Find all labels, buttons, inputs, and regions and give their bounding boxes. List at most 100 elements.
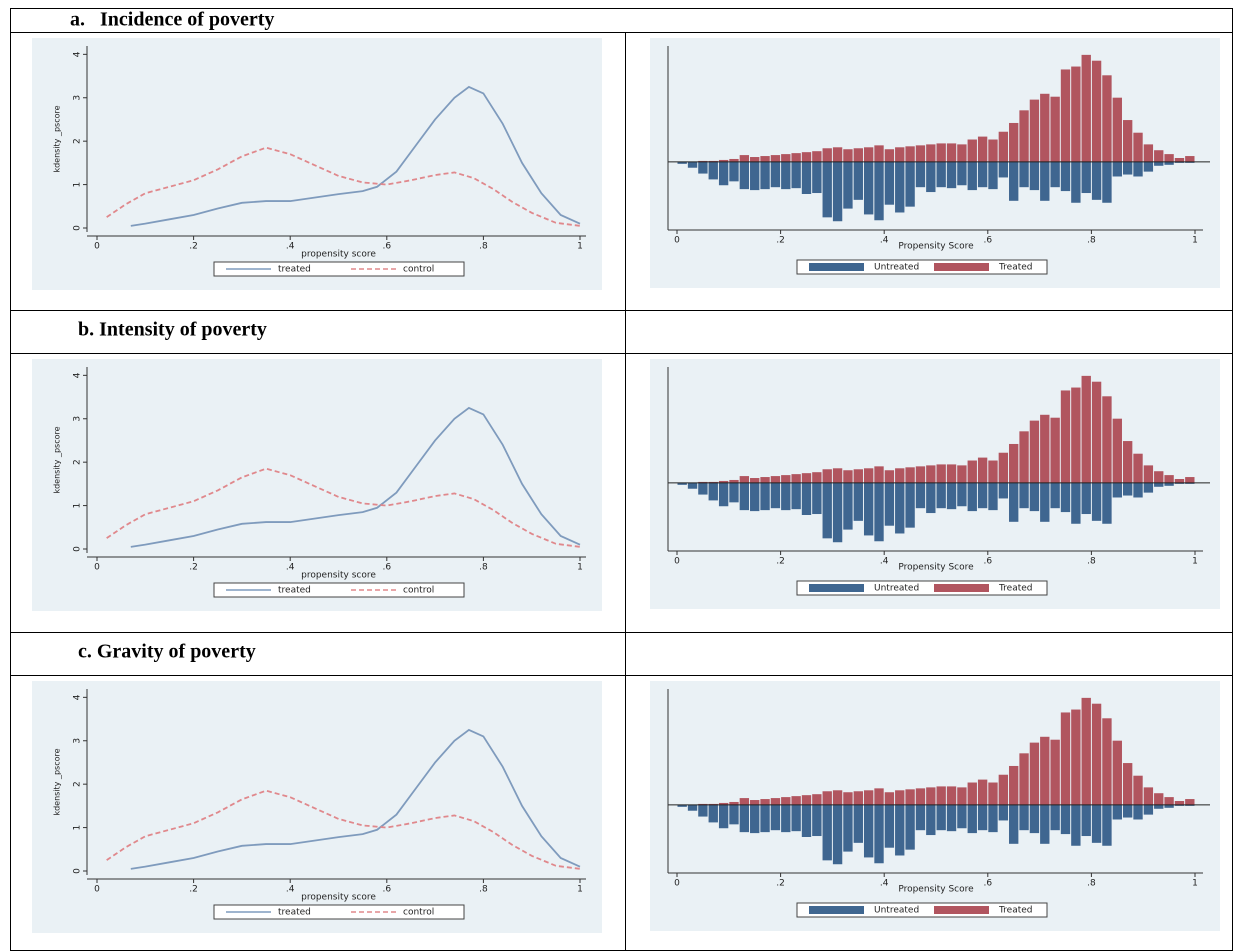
x-tick-label: .8 xyxy=(1087,879,1096,889)
histogram-bar xyxy=(853,804,863,843)
histogram-bar xyxy=(1091,482,1102,521)
y-tick-label: 4 xyxy=(73,372,83,378)
histogram-bar xyxy=(1112,804,1122,820)
histogram-bar xyxy=(926,161,936,193)
histogram-bar xyxy=(1040,482,1050,522)
histogram-bar xyxy=(791,161,801,189)
x-tick-label: .8 xyxy=(1087,236,1096,246)
histogram-bar xyxy=(998,774,1009,805)
density-line xyxy=(130,85,581,227)
histogram-bar xyxy=(1122,161,1133,175)
histogram-bar xyxy=(1133,775,1143,805)
x-tick-label: 1 xyxy=(577,563,583,573)
x-tick-label: .4 xyxy=(880,879,889,889)
histogram-bar xyxy=(988,804,998,833)
histogram-bar xyxy=(863,147,874,162)
histogram-bar xyxy=(750,157,760,162)
histogram-bar xyxy=(1112,161,1122,177)
histogram-bar xyxy=(1081,54,1091,162)
section-title: a. Incidence of poverty xyxy=(70,9,274,31)
histogram-bar xyxy=(1091,60,1102,162)
histogram-bar xyxy=(1122,482,1133,496)
histogram-bar xyxy=(1154,471,1164,483)
histogram-bar xyxy=(1133,161,1143,177)
histogram-bar xyxy=(1050,482,1060,509)
histogram-bar xyxy=(770,482,781,509)
histogram-bar xyxy=(946,482,957,510)
histogram-bar xyxy=(687,161,698,168)
density-line xyxy=(106,789,581,870)
histogram-bar xyxy=(884,149,895,162)
histogram-bar xyxy=(708,161,718,180)
histogram-bar xyxy=(957,465,967,483)
histogram-bar xyxy=(1164,475,1174,483)
histogram-bar xyxy=(729,801,739,805)
histogram-bar xyxy=(1133,132,1143,162)
histogram-bar xyxy=(760,799,770,805)
histogram-bar xyxy=(895,804,905,856)
histogram-bar xyxy=(1040,93,1050,162)
histogram-bar xyxy=(1019,482,1029,509)
y-axis-title: kdensity _pscore xyxy=(53,105,62,172)
histogram-bar xyxy=(1112,418,1122,483)
histogram-bar xyxy=(687,804,698,811)
legend-label: control xyxy=(403,908,434,918)
histogram-bar xyxy=(988,161,998,190)
histogram-bar xyxy=(1112,482,1122,498)
y-tick-label: 0 xyxy=(73,868,83,874)
histogram-bar xyxy=(1060,390,1071,483)
histogram-bar xyxy=(874,161,884,221)
x-tick-label: .2 xyxy=(189,885,198,895)
histogram-bar xyxy=(1154,482,1164,487)
histogram-bar xyxy=(1040,161,1050,201)
histogram-bar xyxy=(967,482,977,512)
histogram-bar xyxy=(718,802,729,805)
x-tick-label: .2 xyxy=(776,236,785,246)
x-axis-title: propensity score xyxy=(301,893,376,903)
histogram-bar xyxy=(718,482,729,507)
histogram-bar xyxy=(957,787,967,805)
histogram-bar xyxy=(832,804,843,865)
histogram-bar xyxy=(1019,161,1029,188)
histogram-bar xyxy=(750,804,760,834)
histogram-bar xyxy=(853,482,863,521)
histogram-bar xyxy=(926,482,936,514)
histogram-bar xyxy=(729,482,739,503)
legend-swatch xyxy=(934,263,989,271)
panel xyxy=(32,681,602,933)
x-tick-label: .6 xyxy=(984,236,993,246)
y-tick-label: 4 xyxy=(73,51,83,57)
histogram-bar xyxy=(1040,414,1050,483)
histogram-bar xyxy=(750,800,760,805)
histogram-bar xyxy=(1154,150,1164,162)
density-line xyxy=(106,467,581,548)
x-tick-label: .8 xyxy=(1087,557,1096,567)
histogram-bar xyxy=(1009,443,1019,483)
legend-swatch xyxy=(809,263,864,271)
y-tick-label: 2 xyxy=(73,138,83,144)
histogram-bar xyxy=(739,804,750,833)
histogram-bar xyxy=(739,155,750,162)
x-tick-label: .8 xyxy=(479,242,488,252)
histogram-bar xyxy=(1143,787,1154,805)
histogram-bar xyxy=(1040,804,1050,844)
histogram-bar xyxy=(770,155,781,162)
histogram-bar xyxy=(884,792,895,805)
histogram-bar xyxy=(957,804,967,829)
histogram-bar xyxy=(822,469,832,483)
x-tick-label: .6 xyxy=(383,885,392,895)
histogram-bar xyxy=(1009,765,1019,805)
histogram-bar xyxy=(822,161,832,218)
histogram-bar xyxy=(1071,66,1081,162)
histogram-bar xyxy=(822,148,832,162)
histogram-bar xyxy=(895,161,905,213)
histogram-bar xyxy=(1112,740,1122,805)
legend-swatch xyxy=(934,584,989,592)
y-tick-label: 0 xyxy=(73,225,83,231)
histogram-bar xyxy=(739,476,750,483)
histogram-bar xyxy=(1174,158,1185,162)
legend-label: control xyxy=(403,265,434,275)
y-tick-label: 3 xyxy=(73,416,83,422)
histogram-bar xyxy=(1019,804,1029,831)
histogram-bar xyxy=(1050,804,1060,831)
